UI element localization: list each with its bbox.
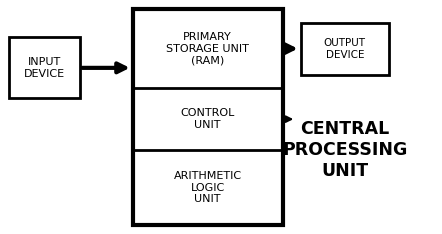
Text: CENTRAL
PROCESSING
UNIT: CENTRAL PROCESSING UNIT bbox=[282, 120, 408, 179]
Text: ARITHMETIC
LOGIC
UNIT: ARITHMETIC LOGIC UNIT bbox=[174, 171, 242, 204]
Text: OUTPUT
DEVICE: OUTPUT DEVICE bbox=[324, 38, 366, 60]
Bar bbox=[301, 23, 389, 75]
Text: INPUT
DEVICE: INPUT DEVICE bbox=[23, 57, 65, 79]
Bar bbox=[9, 37, 80, 98]
Text: CONTROL
UNIT: CONTROL UNIT bbox=[180, 108, 235, 130]
Text: PRIMARY
STORAGE UNIT
(RAM): PRIMARY STORAGE UNIT (RAM) bbox=[166, 32, 249, 65]
Bar bbox=[133, 9, 283, 225]
